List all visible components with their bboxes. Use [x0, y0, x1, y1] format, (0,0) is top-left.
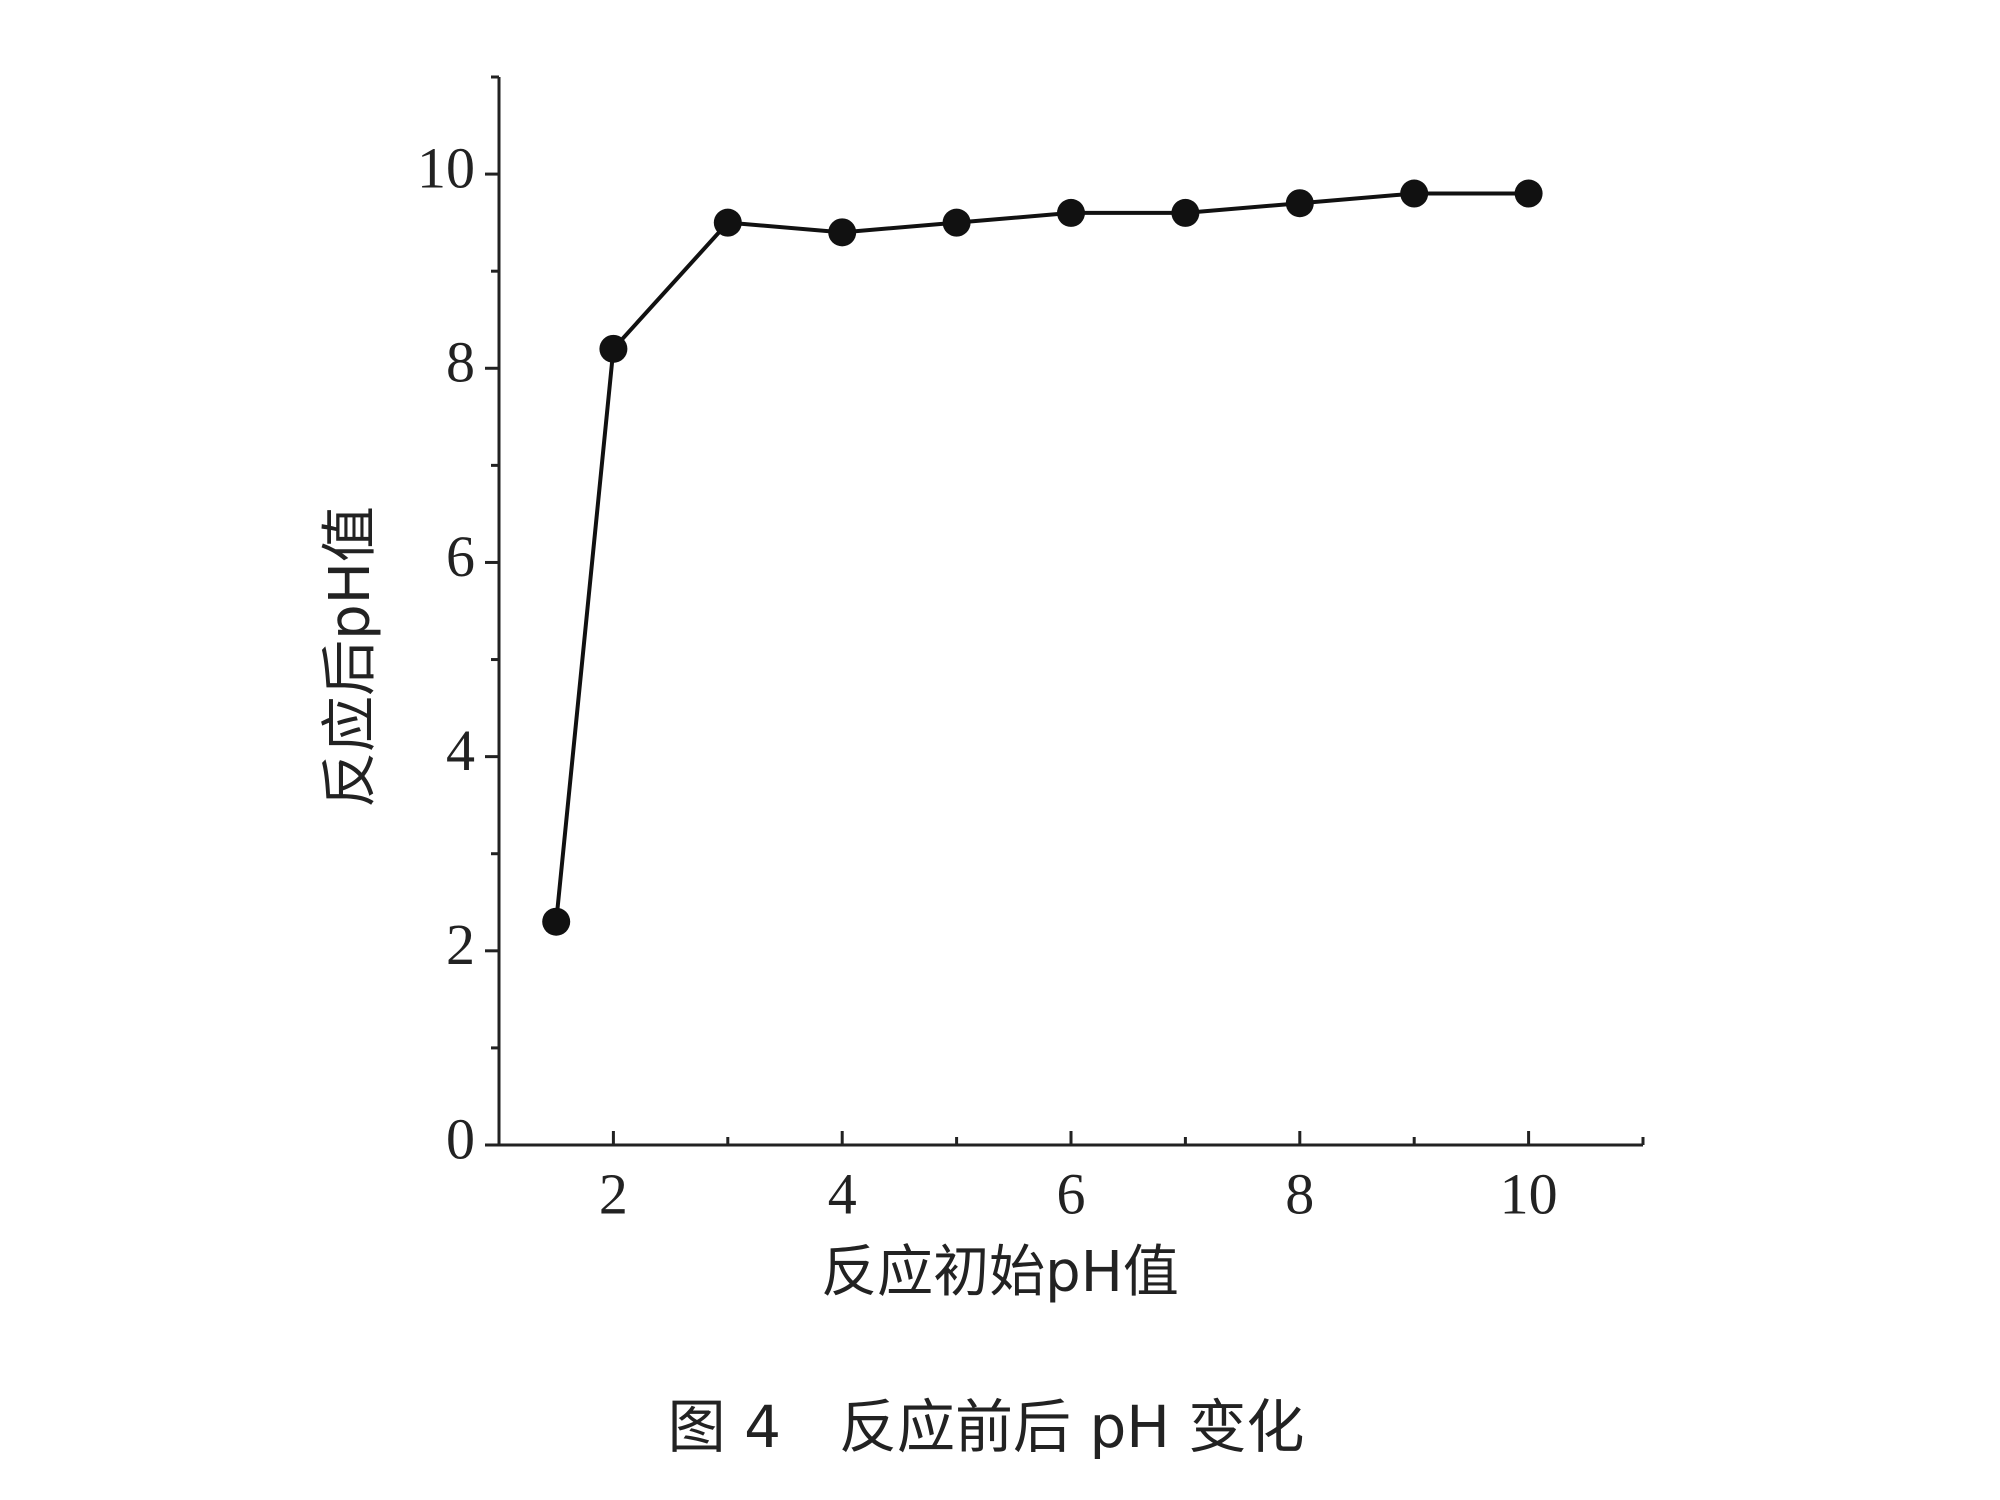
y-tick-label: 6 [446, 524, 475, 589]
marker [942, 208, 971, 237]
x-tick-label: 2 [599, 1161, 628, 1226]
y-tick-label: 4 [446, 718, 475, 783]
x-tick-label: 8 [1285, 1161, 1314, 1226]
marker [1057, 198, 1085, 227]
chart-title: 图 4 反应前后 pH 变化 [668, 1393, 1305, 1461]
marker [599, 334, 628, 363]
marker [1285, 189, 1314, 218]
marker [828, 218, 857, 247]
marker [1400, 179, 1429, 208]
marker [713, 208, 742, 237]
x-axis-label: 反应初始pH值 [821, 1240, 1179, 1305]
x-tick-label: 6 [1057, 1161, 1086, 1226]
y-axis-label: 反应后pH值 [318, 506, 383, 808]
marker [1171, 198, 1200, 227]
series-line [554, 191, 1529, 922]
y-tick-label: 10 [417, 135, 475, 200]
x-tick-label: 10 [1500, 1161, 1558, 1226]
y-tick-label: 2 [446, 912, 475, 977]
marker [542, 907, 571, 936]
y-tick-label: 0 [446, 1106, 475, 1171]
x-tick-label: 4 [828, 1161, 857, 1226]
y-tick-label: 8 [446, 330, 475, 395]
marker [1514, 179, 1543, 208]
